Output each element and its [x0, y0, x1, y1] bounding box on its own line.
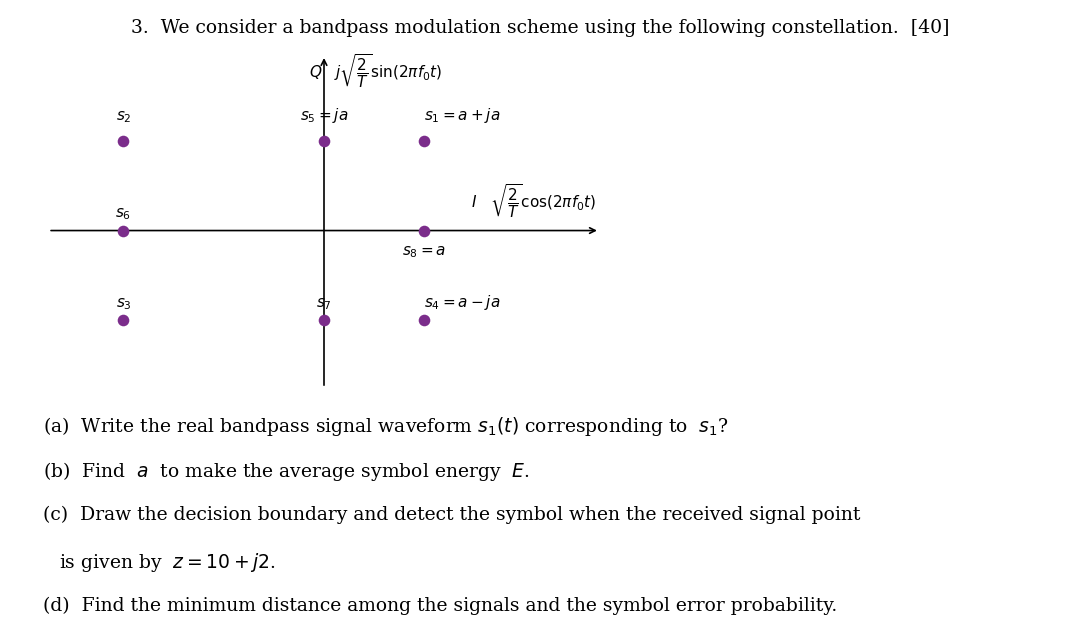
Point: [114, 225, 132, 235]
Point: [114, 135, 132, 146]
Text: is given by  $z = 10 + j2$.: is given by $z = 10 + j2$.: [59, 551, 276, 574]
Text: $Q$   $j\sqrt{\dfrac{2}{T}}\sin(2\pi f_0 t)$: $Q$ $j\sqrt{\dfrac{2}{T}}\sin(2\pi f_0 t…: [309, 53, 442, 90]
Text: $s_6$: $s_6$: [116, 206, 132, 222]
Point: [114, 315, 132, 325]
Point: [416, 315, 433, 325]
Point: [416, 135, 433, 146]
Point: [315, 135, 333, 146]
Text: (c)  Draw the decision boundary and detect the symbol when the received signal p: (c) Draw the decision boundary and detec…: [43, 506, 861, 524]
Text: $s_7$: $s_7$: [316, 296, 332, 311]
Point: [315, 315, 333, 325]
Text: $s_1 = a + ja$: $s_1 = a + ja$: [424, 106, 501, 125]
Text: $s_2$: $s_2$: [116, 110, 132, 125]
Text: 3.  We consider a bandpass modulation scheme using the following constellation. : 3. We consider a bandpass modulation sch…: [131, 19, 949, 37]
Text: $s_8 = a$: $s_8 = a$: [402, 244, 446, 260]
Text: $s_5 = ja$: $s_5 = ja$: [300, 106, 348, 125]
Point: [416, 225, 433, 235]
Text: $s_4 = a - ja$: $s_4 = a - ja$: [424, 292, 501, 311]
Text: (d)  Find the minimum distance among the signals and the symbol error probabilit: (d) Find the minimum distance among the …: [43, 597, 837, 615]
Text: (a)  Write the real bandpass signal waveform $s_1(t)$ corresponding to  $s_1$?: (a) Write the real bandpass signal wavef…: [43, 415, 729, 437]
Text: $I$   $\sqrt{\dfrac{2}{T}}\cos(2\pi f_0 t)$: $I$ $\sqrt{\dfrac{2}{T}}\cos(2\pi f_0 t)…: [472, 182, 597, 220]
Text: $s_3$: $s_3$: [116, 296, 132, 311]
Text: (b)  Find  $a$  to make the average symbol energy  $E$.: (b) Find $a$ to make the average symbol …: [43, 460, 530, 483]
